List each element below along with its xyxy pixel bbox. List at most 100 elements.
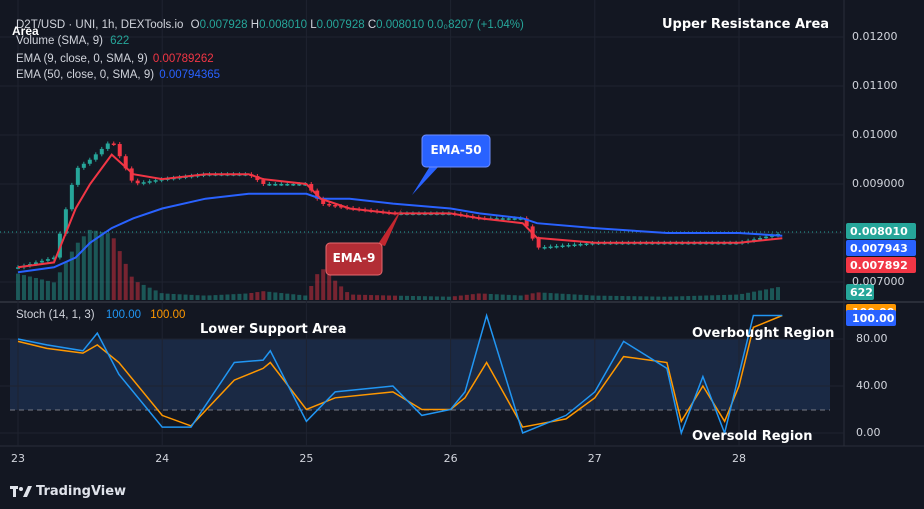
volume-bar xyxy=(740,293,745,300)
volume-bar xyxy=(369,295,374,300)
volume-bar xyxy=(680,296,685,300)
price-tick-label: 0.007000 xyxy=(852,275,905,288)
volume-bar xyxy=(177,294,182,300)
volume-bar xyxy=(321,269,326,300)
candle-body xyxy=(752,239,757,241)
candle-body xyxy=(16,267,20,269)
volume-bar xyxy=(494,294,499,300)
candle-body xyxy=(69,184,74,210)
volume-bar xyxy=(416,296,421,300)
ema50-legend: EMA (50, close, 0, SMA, 9) 0.00794365 xyxy=(16,69,220,81)
volume-bar xyxy=(111,238,116,300)
volume-bar xyxy=(297,294,302,300)
volume-bar xyxy=(434,296,439,300)
ohlc-o-label: O xyxy=(190,19,200,31)
volume-bar xyxy=(327,274,332,300)
stoch-tag-label: 100.00 xyxy=(852,312,895,325)
candle-body xyxy=(500,218,505,220)
volume-bar xyxy=(351,294,356,300)
candle-body xyxy=(261,180,266,184)
volume-bar xyxy=(345,292,350,300)
candle-body xyxy=(153,180,158,182)
time-tick-label: 27 xyxy=(587,452,602,465)
volume-bar xyxy=(518,295,523,300)
volume-bar xyxy=(39,279,44,300)
volume-bar xyxy=(554,293,559,300)
volume-bar xyxy=(333,280,338,300)
volume-bar xyxy=(273,292,278,300)
volume-bar xyxy=(87,229,92,300)
volume-bar xyxy=(45,280,50,300)
volume-bar xyxy=(764,289,769,300)
volume-bar xyxy=(69,251,74,300)
candle-body xyxy=(279,184,284,186)
volume-bar xyxy=(536,292,541,300)
candle-body xyxy=(87,159,92,164)
candle-body xyxy=(291,184,296,186)
volume-bar xyxy=(590,295,595,300)
lower-support-label: Lower Support Area xyxy=(200,322,347,337)
candle-body xyxy=(81,163,86,168)
ohlc-c-label: C xyxy=(367,19,377,31)
volume-bar xyxy=(548,293,553,300)
candle-body xyxy=(51,257,56,260)
volume-legend: Volume (SMA, 9) 622 xyxy=(16,35,129,47)
volume-bar xyxy=(668,296,673,300)
volume-bar xyxy=(51,282,56,300)
volume-bar xyxy=(237,293,242,300)
volume-bar xyxy=(578,294,583,300)
ema50-callout-pointer xyxy=(412,163,440,195)
volume-bar xyxy=(470,294,475,300)
price-tick-label: 0.01200 xyxy=(852,30,898,43)
price-tick-label: 0.01100 xyxy=(852,79,898,92)
candle-body xyxy=(339,206,344,208)
volume-bar xyxy=(662,296,667,300)
volume-bar xyxy=(674,296,679,300)
footer xyxy=(0,476,924,509)
volume-bar xyxy=(446,296,451,300)
candle-body xyxy=(273,184,278,186)
volume-bar xyxy=(57,272,62,300)
candle-body xyxy=(45,259,50,261)
volume-bar xyxy=(440,296,445,300)
volume-bar xyxy=(129,276,134,300)
candle-body xyxy=(123,156,128,169)
volume-value: 622 xyxy=(110,35,130,47)
ema50-callout-box xyxy=(421,134,491,168)
candle-body xyxy=(321,198,326,205)
candle-body xyxy=(494,218,499,220)
volume-bar xyxy=(428,296,433,300)
candle-body xyxy=(297,184,302,186)
price-tag-bg xyxy=(846,223,916,239)
volume-bar xyxy=(716,295,721,300)
ema9-callout-box xyxy=(325,242,383,276)
ema50-value: 0.00794365 xyxy=(159,69,221,81)
candle-body xyxy=(764,236,769,239)
legend: D2T/USD · UNI, 1h, DEXTools.io O0.007928… xyxy=(16,19,524,31)
volume-bar xyxy=(135,282,140,300)
area-label: Area xyxy=(12,24,39,38)
stoch-tick-label: 40.00 xyxy=(856,379,888,392)
tradingview-logo[interactable]: TradingView xyxy=(10,484,126,499)
time-tick-label: 28 xyxy=(732,452,746,465)
candle-body xyxy=(572,244,577,247)
candle-body xyxy=(117,144,122,157)
volume-bar xyxy=(512,295,517,300)
candle-body xyxy=(105,143,110,149)
candle-body xyxy=(147,181,152,183)
ema9-label: EMA (9, close, 0, SMA, 9) xyxy=(16,53,148,65)
volume-bar xyxy=(393,295,398,300)
price-tag-label: 0.008010 xyxy=(850,225,908,238)
candle-body xyxy=(93,154,98,160)
candle-body xyxy=(524,218,529,227)
volume-bar xyxy=(596,295,601,300)
candle-body xyxy=(578,244,583,246)
volume-bar xyxy=(165,293,170,300)
price-axis-tags: 0.008010 0.007943 0.007892 622 xyxy=(846,223,916,300)
price-tag-label: 622 xyxy=(850,286,873,299)
volume-bar xyxy=(608,295,613,300)
candle-body xyxy=(512,218,517,220)
volume-bar xyxy=(476,293,481,300)
candle-body xyxy=(309,184,314,191)
